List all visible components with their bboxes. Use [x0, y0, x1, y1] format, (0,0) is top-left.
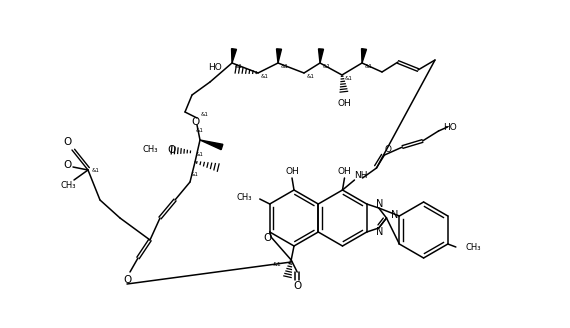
Text: &1: &1	[307, 74, 315, 79]
Text: CH₃: CH₃	[60, 181, 76, 191]
Text: N: N	[390, 210, 398, 220]
Text: OH: OH	[337, 98, 351, 108]
Text: &1: &1	[345, 76, 353, 81]
Text: CH₃: CH₃	[142, 146, 158, 154]
Text: O: O	[191, 117, 199, 127]
Polygon shape	[361, 49, 367, 63]
Text: O: O	[168, 145, 176, 155]
Text: O: O	[385, 146, 392, 154]
Text: HO: HO	[443, 122, 457, 132]
Text: O: O	[293, 281, 302, 291]
Text: &1: &1	[196, 128, 204, 133]
Text: CH₃: CH₃	[466, 242, 481, 252]
Text: &1: &1	[235, 65, 243, 70]
Text: &1: &1	[191, 173, 199, 177]
Text: CH₃: CH₃	[236, 193, 252, 201]
Text: NH: NH	[354, 172, 367, 180]
Text: O: O	[64, 160, 72, 170]
Text: HO: HO	[208, 64, 222, 72]
Text: &1: &1	[281, 65, 289, 70]
Text: O: O	[123, 275, 131, 285]
Text: OH: OH	[337, 168, 351, 176]
Text: &1: &1	[196, 153, 204, 157]
Text: &1: &1	[92, 168, 100, 173]
Text: &1: &1	[273, 261, 282, 266]
Text: N: N	[376, 227, 384, 237]
Text: &1: &1	[365, 65, 373, 70]
Text: &1: &1	[261, 74, 269, 79]
Text: N: N	[376, 199, 384, 209]
Polygon shape	[200, 140, 223, 150]
Polygon shape	[319, 49, 324, 63]
Text: O: O	[263, 233, 271, 243]
Text: OH: OH	[285, 168, 299, 176]
Text: &1: &1	[201, 113, 209, 117]
Polygon shape	[276, 49, 282, 63]
Text: O: O	[64, 137, 72, 147]
Polygon shape	[231, 49, 237, 63]
Text: &1: &1	[323, 65, 331, 70]
